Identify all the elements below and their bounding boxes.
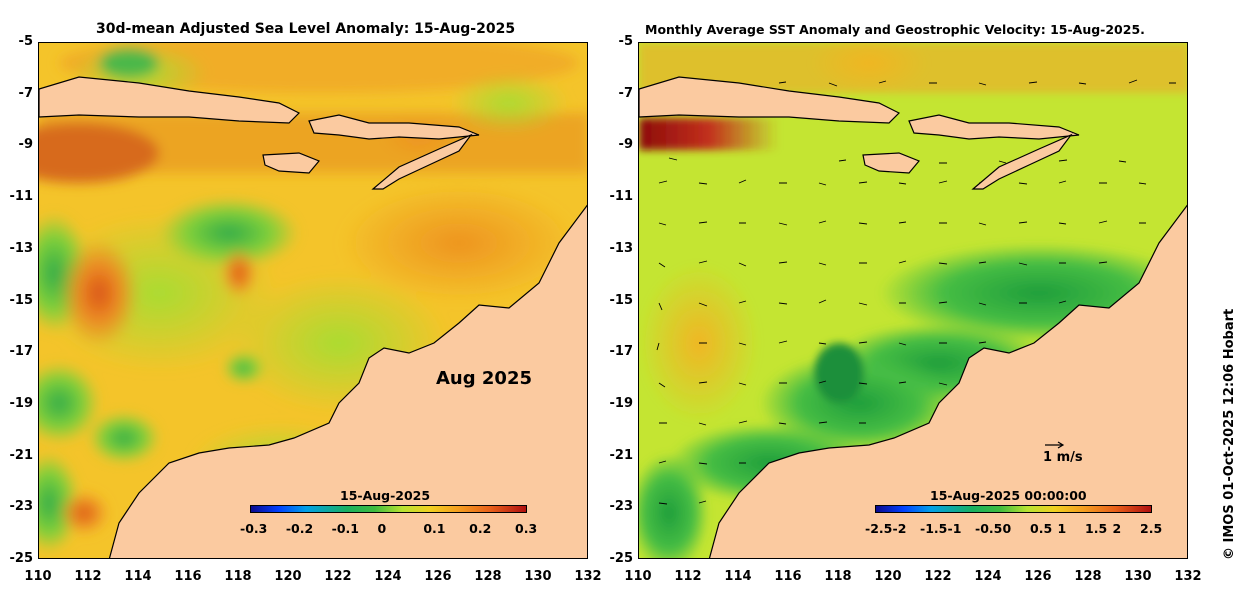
latitude-tick-label: -17 [609, 344, 634, 360]
longitude-tick-label: 112 [674, 569, 702, 584]
latitude-tick-label: -23 [9, 499, 34, 515]
latitude-tick-label: -9 [18, 137, 33, 153]
colorbar-tick-label: 0 [377, 521, 387, 536]
sst-colorbar [875, 505, 1152, 513]
latitude-tick-label: -5 [618, 34, 633, 49]
imos-credit: © IMOS 01-Oct-2025 12:06 Hobart [1222, 308, 1237, 560]
latitude-tick-label: -25 [609, 551, 634, 566]
colorbar-tick-label: -1.5 [920, 521, 948, 536]
longitude-tick-label: 124 [974, 569, 1002, 584]
longitude-tick-label: 118 [224, 569, 252, 584]
colorbar-tick-label: -0.1 [331, 521, 359, 536]
colorbar-tick-label: 0 [1002, 521, 1012, 536]
latitude-tick-label: -17 [9, 344, 34, 360]
longitude-tick-label: 126 [1024, 569, 1052, 584]
latitude-tick-label: -9 [618, 137, 633, 153]
longitude-tick-label: 132 [1174, 569, 1202, 584]
longitude-tick-label: 120 [274, 569, 302, 584]
sst-colorbar-date: 15-Aug-2025 00:00:00 [930, 488, 1087, 503]
land-java-bali [639, 76, 901, 124]
longitude-tick-label: 118 [824, 569, 852, 584]
reference-vector-label: 1 m/s [1043, 450, 1083, 465]
sst-map-title: Monthly Average SST Anomaly and Geostrop… [645, 22, 1145, 37]
colorbar-tick-label: 0.3 [515, 521, 538, 536]
colorbar-tick-label: 2.5 [1140, 521, 1163, 536]
longitude-tick-label: 128 [474, 569, 502, 584]
land-timor [971, 133, 1073, 190]
latitude-tick-label: -19 [9, 395, 34, 411]
longitude-tick-label: 114 [124, 569, 152, 584]
longitude-tick-label: 114 [724, 569, 752, 584]
longitude-tick-label: 120 [874, 569, 902, 584]
latitude-tick-label: -21 [9, 447, 34, 463]
longitude-tick-label: 130 [524, 569, 552, 584]
latitude-tick-label: -21 [609, 447, 634, 463]
land-timor [371, 133, 473, 190]
longitude-tick-label: 130 [1124, 569, 1152, 584]
longitude-tick-label: 110 [624, 569, 652, 584]
sla-colorbar [250, 505, 527, 513]
latitude-tick-label: -19 [609, 395, 634, 411]
latitude-tick-label: -11 [9, 189, 34, 205]
longitude-tick-label: 122 [324, 569, 352, 584]
colorbar-tick-label: -2 [892, 521, 907, 536]
colorbar-tick-label: 1.5 [1085, 521, 1108, 536]
month-label: Aug 2025 [436, 368, 532, 389]
latitude-tick-label: -11 [609, 189, 634, 205]
colorbar-tick-label: -2.5 [865, 521, 893, 536]
land-sumbawa-flores [308, 114, 480, 140]
land-java-bali [39, 76, 301, 124]
latitude-tick-label: -7 [618, 85, 633, 101]
longitude-tick-label: 116 [174, 569, 202, 584]
land-sumba [262, 152, 320, 174]
sla-map[interactable] [38, 42, 588, 559]
latitude-tick-label: -5 [18, 34, 33, 49]
longitude-tick-label: 110 [24, 569, 52, 584]
colorbar-tick-label: 0.1 [423, 521, 446, 536]
sla-land [39, 76, 587, 558]
longitude-tick-label: 116 [774, 569, 802, 584]
latitude-tick-label: -13 [609, 240, 634, 256]
colorbar-tick-label: 0.2 [469, 521, 492, 536]
sst-land [639, 76, 1187, 558]
latitude-tick-label: -15 [609, 292, 634, 308]
sla-colorbar-date: 15-Aug-2025 [340, 488, 431, 503]
colorbar-tick-label: -0.2 [285, 521, 314, 536]
land-sumbawa-flores [908, 114, 1080, 140]
colorbar-tick-label: 1 [1057, 521, 1067, 536]
colorbar-tick-label: 0.5 [1030, 521, 1053, 536]
land-sumba [862, 152, 920, 174]
sst-map[interactable] [638, 42, 1188, 559]
longitude-tick-label: 112 [74, 569, 102, 584]
longitude-tick-label: 122 [924, 569, 952, 584]
longitude-tick-label: 126 [424, 569, 452, 584]
reference-vector-arrow [1045, 441, 1065, 449]
colorbar-tick-label: -1 [947, 521, 962, 536]
latitude-tick-label: -13 [9, 240, 34, 256]
latitude-tick-label: -25 [9, 551, 34, 566]
longitude-tick-label: 128 [1074, 569, 1102, 584]
land-australia [708, 204, 1187, 558]
latitude-tick-label: -15 [9, 292, 34, 308]
longitude-tick-label: 132 [574, 569, 602, 584]
colorbar-tick-label: -0.5 [975, 521, 1003, 536]
latitude-tick-label: -23 [609, 499, 634, 515]
colorbar-tick-label: 2 [1112, 521, 1122, 536]
latitude-tick-label: -7 [18, 85, 33, 101]
sla-map-title: 30d-mean Adjusted Sea Level Anomaly: 15-… [96, 21, 516, 37]
colorbar-tick-label: -0.3 [240, 521, 268, 536]
longitude-tick-label: 124 [374, 569, 402, 584]
land-australia [108, 204, 587, 558]
